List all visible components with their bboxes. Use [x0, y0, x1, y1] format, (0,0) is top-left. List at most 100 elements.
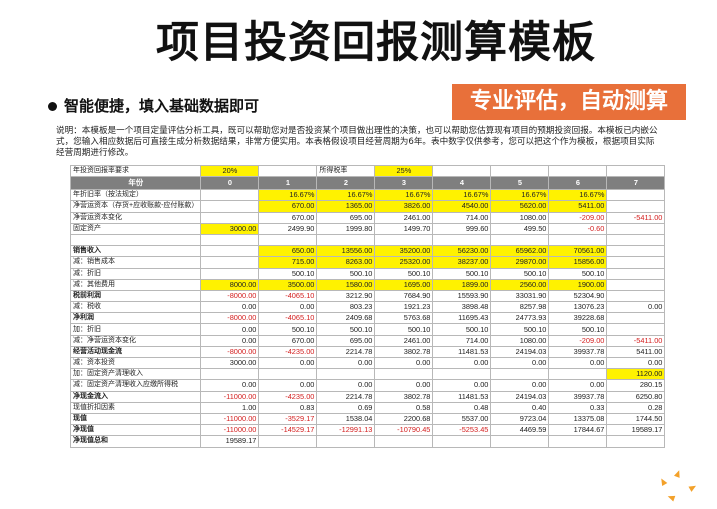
row-label: 固定资产	[69, 222, 202, 235]
value-cell: -4235.00	[258, 345, 318, 359]
value-cell: 0.00	[258, 356, 318, 370]
value-cell: 0.00	[490, 356, 550, 370]
table-row: 减：其他费用 8000.00 3500.00 1580.00 1695.00 1899.0…	[69, 278, 666, 291]
value-cell: 6250.80	[606, 390, 666, 403]
input-cell[interactable]: 70561.00	[548, 245, 608, 258]
table-row: 加：折旧 0.00 500.10 500.10 500.10 500.10 500.10 50…	[69, 323, 666, 336]
input-cell[interactable]: 16.67%	[548, 189, 608, 202]
value-cell	[606, 435, 666, 448]
input-cell[interactable]: 1899.00	[432, 278, 492, 291]
input-cell[interactable]: 715.00	[258, 256, 318, 269]
value-cell	[200, 245, 260, 258]
value-cell: 0.00	[316, 356, 376, 370]
tax-input[interactable]: 25%	[374, 164, 434, 178]
value-cell: 0.69	[316, 401, 376, 414]
row-label: 年折旧率（按法规定）	[69, 189, 202, 202]
input-cell[interactable]: 8263.00	[316, 256, 376, 269]
input-cell[interactable]: 1365.00	[316, 200, 376, 213]
input-cell[interactable]: 56230.00	[432, 245, 492, 258]
row-label: 净营运资本（存货+应收账款-应付账款）	[69, 200, 202, 213]
value-cell: -10790.45	[374, 424, 434, 437]
value-cell: -12991.13	[316, 424, 376, 437]
value-cell: 500.10	[490, 267, 550, 280]
input-cell[interactable]: 16.67%	[490, 189, 550, 202]
value-cell: 1921.23	[374, 301, 434, 314]
table-row: 净现金流入 -11000.00 -4235.00 2214.78 3802.78 1148…	[69, 390, 666, 403]
input-cell[interactable]: 3500.00	[258, 278, 318, 291]
value-cell: -4065.10	[258, 312, 318, 325]
value-cell: -0.60	[548, 222, 608, 235]
input-cell[interactable]: 5620.00	[490, 200, 550, 213]
value-cell	[606, 222, 666, 235]
rate-input[interactable]: 20%	[200, 164, 260, 178]
value-cell: 1744.50	[606, 412, 666, 426]
value-cell: 0.00	[258, 379, 318, 392]
input-cell[interactable]: 650.00	[258, 245, 318, 258]
value-cell: -8000.00	[200, 289, 260, 303]
value-cell	[606, 200, 666, 213]
value-cell	[200, 200, 260, 213]
input-cell[interactable]: 65962.00	[490, 245, 550, 258]
input-cell[interactable]: 4540.00	[432, 200, 492, 213]
value-cell: 39937.78	[548, 345, 608, 359]
input-cell[interactable]: 2560.00	[490, 278, 550, 291]
value-cell	[548, 368, 608, 381]
input-cell[interactable]: 3826.00	[374, 200, 434, 213]
table-row: 固定资产 3000.00 2499.90 1999.80 1499.70 999.60 49…	[69, 222, 666, 235]
input-cell[interactable]: 38237.00	[432, 256, 492, 269]
value-cell: 3212.90	[316, 289, 376, 303]
value-cell: 0.00	[490, 379, 550, 392]
value-cell: -8000.00	[200, 345, 260, 359]
input-cell[interactable]: 8000.00	[200, 278, 260, 291]
value-cell: 3802.78	[374, 390, 434, 403]
value-cell	[548, 233, 608, 247]
input-cell[interactable]: 13556.00	[316, 245, 376, 258]
input-cell[interactable]: 5411.00	[548, 200, 608, 213]
value-cell: 500.10	[374, 267, 434, 280]
input-cell[interactable]: 15856.00	[548, 256, 608, 269]
input-cell[interactable]: 1695.00	[374, 278, 434, 291]
input-cell[interactable]: 1900.00	[548, 278, 608, 291]
value-cell: 17844.67	[548, 424, 608, 437]
value-cell: 4469.59	[490, 424, 550, 437]
input-cell[interactable]: 29870.00	[490, 256, 550, 269]
table-row: 经营活动现金流 -8000.00 -4235.00 2214.78 3802.78 114…	[69, 345, 666, 359]
value-cell: 3802.78	[374, 345, 434, 359]
input-cell[interactable]: 25320.00	[374, 256, 434, 269]
value-cell: 3898.48	[432, 301, 492, 314]
input-cell[interactable]: 1120.00	[606, 368, 666, 381]
table-row: 减：折旧 500.10 500.10 500.10 500.10 500.10 500.10	[69, 267, 666, 280]
value-cell	[374, 368, 434, 381]
value-cell	[374, 233, 434, 247]
input-cell[interactable]: 16.67%	[432, 189, 492, 202]
value-cell: 11481.53	[432, 345, 492, 359]
value-cell: 1499.70	[374, 222, 434, 235]
value-cell: 19589.17	[200, 435, 260, 448]
input-cell[interactable]: 16.67%	[258, 189, 318, 202]
value-cell: -8000.00	[200, 312, 260, 325]
input-cell[interactable]: 16.67%	[316, 189, 376, 202]
input-cell[interactable]: 16.67%	[374, 189, 434, 202]
value-cell: -4065.10	[258, 289, 318, 303]
value-cell: 2461.00	[374, 211, 434, 224]
row-label: 销售收入	[69, 245, 202, 258]
value-cell: 5537.00	[432, 412, 492, 426]
value-cell: -5411.00	[606, 334, 666, 347]
value-cell	[200, 211, 260, 224]
value-cell	[432, 435, 492, 448]
value-cell	[200, 368, 260, 381]
value-cell	[606, 233, 666, 247]
value-cell: 1999.80	[316, 222, 376, 235]
input-cell[interactable]: 3000.00	[200, 222, 260, 235]
value-cell: 0.40	[490, 401, 550, 414]
input-cell[interactable]: 35200.00	[374, 245, 434, 258]
value-cell	[432, 233, 492, 247]
value-cell: 0.83	[258, 401, 318, 414]
input-cell[interactable]: 1580.00	[316, 278, 376, 291]
value-cell: 499.50	[490, 222, 550, 235]
value-cell: 7684.90	[374, 289, 434, 303]
row-label: 减：其他费用	[69, 278, 202, 291]
value-cell: 11481.53	[432, 390, 492, 403]
input-cell[interactable]: 670.00	[258, 200, 318, 213]
